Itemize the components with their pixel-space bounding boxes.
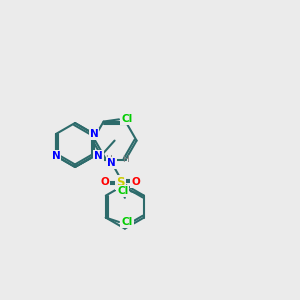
Text: H: H [122, 155, 129, 164]
Text: H: H [105, 154, 112, 164]
Text: S: S [116, 176, 125, 189]
Text: O: O [131, 177, 140, 188]
Text: Cl: Cl [122, 217, 133, 227]
Text: Cl: Cl [122, 114, 133, 124]
Text: O: O [101, 177, 110, 188]
Text: N: N [52, 151, 60, 161]
Text: N: N [90, 129, 98, 139]
Text: N: N [94, 151, 103, 161]
Text: N: N [107, 158, 116, 168]
Text: Cl: Cl [117, 186, 128, 196]
